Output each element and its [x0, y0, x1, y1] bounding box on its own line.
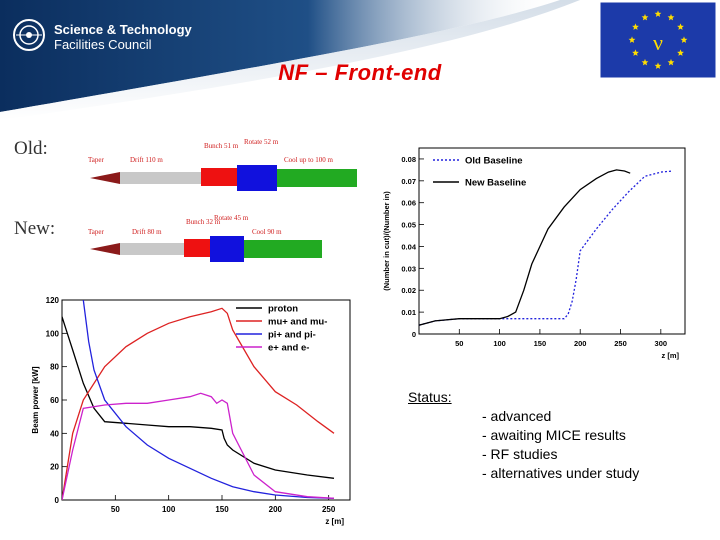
new-bunch-segment [184, 239, 210, 257]
status-title: Status: [408, 389, 452, 405]
series-line-e-and-e- [62, 392, 335, 500]
status-list: - advanced - awaiting MICE results - RF … [482, 407, 639, 483]
eu-star-icon [632, 49, 639, 56]
new-rotate-label: Rotate 45 m [214, 214, 249, 222]
old-taper-segment [90, 172, 120, 184]
x-tick-label: 150 [215, 505, 229, 514]
y-tick-label: 0.04 [401, 242, 416, 251]
y-tick-label: 0 [55, 496, 60, 505]
stfc-logo: Science & Technology Facilities Council [12, 18, 192, 54]
new-taper-segment [90, 243, 120, 255]
new-drift-label: Drift 80 m [132, 228, 162, 236]
slide-title: NF – Front-end [278, 60, 442, 85]
new-cool-label: Cool 90 m [252, 228, 282, 236]
x-tick-label: 150 [534, 339, 547, 348]
legend-label: New Baseline [465, 178, 526, 189]
new-schematic: Taper Drift 80 m Bunch 32 m Rotate 45 m … [88, 214, 322, 262]
org-name-line1: Science & Technology [54, 22, 192, 37]
series-line-mu-and-mu- [62, 307, 335, 500]
eu-star-icon [632, 23, 639, 30]
old-bunch-segment [201, 168, 237, 186]
header-band [0, 0, 580, 120]
new-label: New: [14, 218, 56, 239]
eu-star-icon [677, 23, 684, 30]
beam-power-chart: 50 100 150 200 250 0 20 40 60 80 100 120 z [m] Beam p… [31, 296, 351, 526]
y-tick-label: 0.05 [401, 221, 416, 230]
old-label: Old: [14, 138, 48, 159]
y-tick-label: 0.07 [401, 177, 416, 186]
legend-label: mu+ and mu- [268, 317, 327, 328]
y-tick-label: 0.01 [401, 308, 416, 317]
legend-label: pi+ and pi- [268, 330, 316, 341]
old-drift-segment [120, 172, 201, 184]
old-taper-label: Taper [88, 156, 105, 164]
x-tick-label: 250 [322, 505, 336, 514]
old-cool-segment [277, 169, 357, 187]
series-line-new-baseline [419, 169, 631, 326]
eu-star-icon [654, 62, 662, 69]
y-tick-label: 20 [50, 463, 59, 472]
y-tick-label: 0 [412, 330, 416, 339]
x-tick-label: 200 [269, 505, 283, 514]
plot-frame [418, 147, 686, 335]
status-item: - advanced [482, 408, 552, 424]
eu-star-icon [654, 10, 662, 17]
x-tick-label: 50 [111, 505, 120, 514]
y-tick-label: 0.08 [401, 155, 416, 164]
x-tick-label: 250 [614, 339, 627, 348]
y-tick-label: 0.03 [401, 264, 416, 273]
old-cool-label: Cool up to 100 m [284, 156, 334, 164]
eu-flag-logo: ν [600, 2, 716, 78]
eu-star-icon [641, 58, 649, 66]
old-rotate-label: Rotate 52 m [244, 138, 279, 146]
old-schematic: Taper Drift 110 m Bunch 51 m Rotate 52 m… [88, 138, 357, 191]
y-tick-label: 0.02 [401, 286, 416, 295]
eu-star-icon [667, 13, 675, 21]
old-drift-label: Drift 110 m [130, 156, 163, 164]
org-name-line2: Facilities Council [54, 37, 152, 52]
old-bunch-label: Bunch 51 m [204, 142, 239, 150]
x-axis-label: z [m] [662, 351, 680, 360]
legend-label: e+ and e- [268, 343, 309, 354]
eu-star-icon [641, 13, 649, 21]
y-axis-label: (Number in cut)/(Number in) [382, 191, 391, 291]
status-item: - awaiting MICE results [482, 427, 626, 443]
plot-frame [61, 299, 351, 501]
x-tick-label: 300 [655, 339, 668, 348]
status-item: - RF studies [482, 446, 558, 462]
new-bunch-label: Bunch 32 m [186, 218, 221, 226]
eu-star-icon [628, 36, 636, 43]
x-tick-label: 100 [162, 505, 176, 514]
legend-label: proton [268, 304, 298, 315]
x-tick-label: 50 [455, 339, 463, 348]
transmission-chart: 50 100 150 200 250 300 0 0.01 0.02 0.03 0.04 0.05 0.… [382, 147, 686, 360]
y-tick-label: 0.06 [401, 199, 416, 208]
eu-star-icon [677, 49, 684, 56]
x-tick-label: 200 [574, 339, 587, 348]
eu-star-icon [667, 58, 675, 66]
y-tick-label: 40 [50, 429, 59, 438]
series-line-proton [62, 316, 335, 479]
new-drift-segment [120, 243, 184, 255]
new-rotate-segment [210, 236, 244, 262]
y-tick-label: 60 [50, 396, 59, 405]
x-tick-label: 100 [493, 339, 506, 348]
stfc-emblem-icon [13, 19, 45, 51]
neutrino-symbol: ν [653, 30, 663, 55]
new-taper-label: Taper [88, 228, 105, 236]
eu-star-icon [680, 36, 688, 43]
y-tick-label: 100 [46, 329, 60, 338]
status-item: - alternatives under study [482, 465, 640, 481]
new-cool-segment [244, 240, 322, 258]
y-axis-label: Beam power [kW] [31, 366, 40, 433]
y-tick-label: 80 [50, 363, 59, 372]
legend-label: Old Baseline [465, 156, 523, 167]
series-line-pi-and-pi- [82, 300, 335, 499]
y-tick-label: 120 [46, 296, 60, 305]
old-rotate-segment [237, 165, 277, 191]
x-axis-label: z [m] [325, 517, 344, 526]
